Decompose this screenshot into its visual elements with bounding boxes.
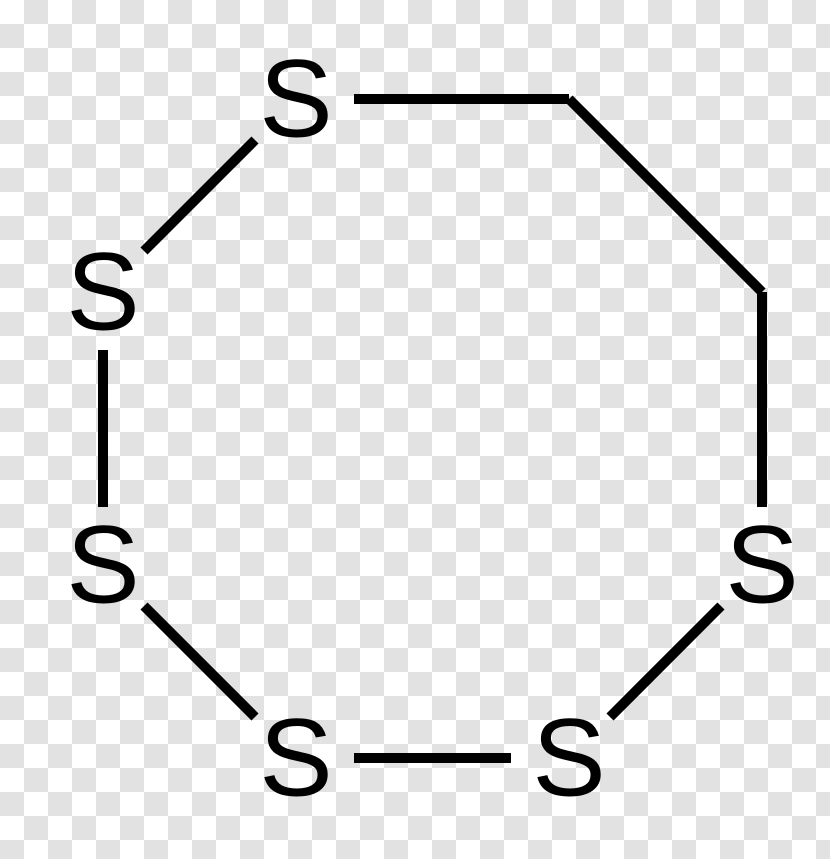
bond — [144, 606, 255, 717]
atom-label: S — [66, 231, 139, 354]
bond — [610, 606, 721, 717]
atom-label: S — [259, 697, 332, 820]
structure-diagram: SSSSSS — [0, 0, 830, 859]
atom-label: S — [66, 504, 139, 627]
atom-label: S — [725, 504, 798, 627]
bond — [569, 99, 762, 292]
bonds-layer — [103, 99, 762, 758]
bond — [144, 140, 255, 251]
atom-label: S — [532, 697, 605, 820]
atom-label: S — [259, 38, 332, 161]
atoms-layer: SSSSSS — [66, 38, 798, 820]
